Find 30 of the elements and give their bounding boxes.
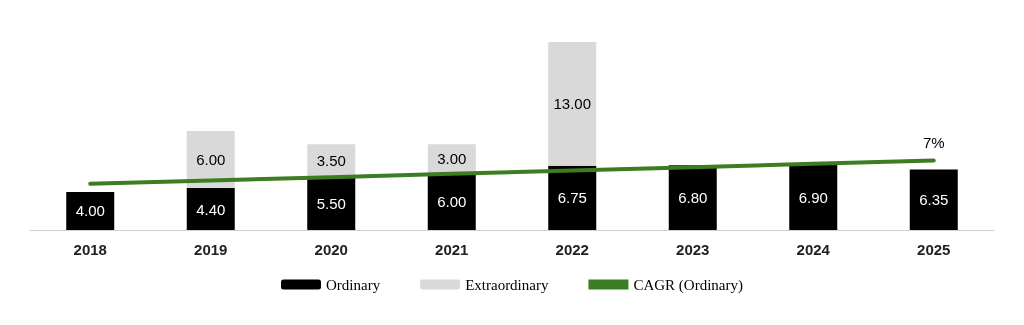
data-label: 3.50 [316,152,346,170]
annotation: 7% [922,133,945,151]
x-tick-label: 2022 [555,241,589,258]
data-label: 6.80 [678,189,708,207]
x-tick-label: 2023 [676,241,710,258]
bar [66,191,115,230]
data-label: 4.00 [75,202,105,220]
bar [548,41,597,166]
data-label: 4.40 [196,200,226,218]
bar [909,169,958,230]
legend-label: CAGR (Ordinary) [633,276,744,294]
bar [186,188,235,230]
data-label: 6.00 [437,192,467,210]
data-label: 6.35 [919,191,949,209]
x-tick-label: 2018 [73,241,107,258]
bar [307,177,356,230]
x-tick-label: 2020 [314,241,348,258]
data-label: 6.90 [798,188,828,206]
legend-label: Ordinary [326,276,381,293]
x-tick-label: 2021 [435,241,469,258]
bar [789,164,838,230]
data-label: 3.00 [437,150,467,168]
data-label: 5.50 [316,195,346,213]
x-tick-label: 2024 [796,241,831,258]
data-label: 13.00 [553,95,592,113]
data-label: 6.75 [557,189,587,207]
legend-label: Extraordinary [465,276,549,293]
data-label: 6.00 [196,151,226,169]
x-tick-label: 2025 [917,241,951,258]
x-tick-label: 2019 [194,241,228,258]
